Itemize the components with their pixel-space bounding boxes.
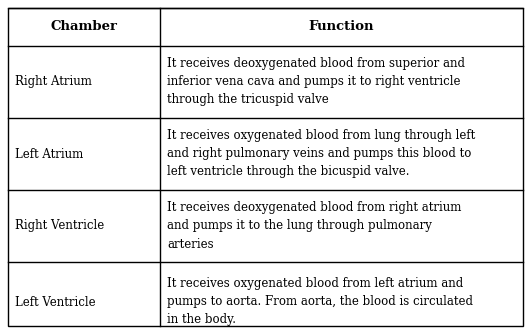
Text: It receives oxygenated blood from lung through left
and right pulmonary veins an: It receives oxygenated blood from lung t… [167, 130, 475, 178]
Text: Right Atrium: Right Atrium [15, 75, 92, 89]
Text: Function: Function [309, 20, 374, 33]
Text: It receives deoxygenated blood from right atrium
and pumps it to the lung throug: It receives deoxygenated blood from righ… [167, 201, 461, 250]
Text: It receives oxygenated blood from left atrium and
pumps to aorta. From aorta, th: It receives oxygenated blood from left a… [167, 278, 473, 327]
Text: Left Ventricle: Left Ventricle [15, 296, 96, 309]
Text: Left Atrium: Left Atrium [15, 148, 83, 161]
Text: Chamber: Chamber [50, 20, 117, 33]
Text: Right Ventricle: Right Ventricle [15, 219, 104, 232]
Text: It receives deoxygenated blood from superior and
inferior vena cava and pumps it: It receives deoxygenated blood from supe… [167, 57, 465, 107]
